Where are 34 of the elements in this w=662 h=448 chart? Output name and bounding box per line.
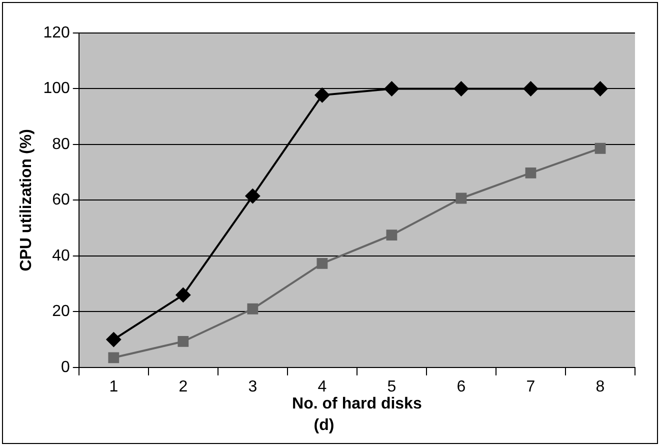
y-tick-label: 20	[52, 303, 70, 320]
x-tick-label: 5	[387, 378, 396, 396]
point	[247, 303, 258, 314]
point	[178, 336, 189, 347]
point	[456, 192, 467, 204]
point	[245, 188, 260, 204]
point	[592, 81, 608, 96]
x-tick-label: 6	[456, 378, 466, 396]
point	[386, 230, 398, 240]
y-tick-label: 0	[60, 358, 70, 376]
x-tick-label: 4	[318, 378, 327, 396]
point	[106, 332, 122, 348]
y-tick-label: 120	[43, 24, 70, 42]
x-axis-title: No. of hard disks	[292, 396, 422, 413]
x-tick-label: 1	[109, 378, 118, 396]
x-tick-label: 8	[596, 378, 605, 396]
x-tick-label: 2	[178, 378, 188, 396]
point	[108, 352, 120, 364]
point	[594, 142, 606, 154]
point	[523, 81, 538, 96]
y-tick-label: 40	[52, 247, 70, 264]
y-tick-label: 80	[52, 136, 70, 153]
point	[176, 287, 191, 302]
y-axis-title: CPU utilization (%)	[18, 129, 36, 272]
y-tick-label: 60	[52, 192, 70, 209]
y-tick-label: 100	[43, 80, 70, 98]
point	[316, 258, 328, 269]
point	[525, 167, 536, 178]
point	[454, 81, 469, 96]
point	[384, 81, 400, 96]
x-tick-label: 3	[248, 378, 258, 396]
point	[314, 88, 330, 103]
text: (d)	[314, 416, 334, 434]
x-tick-label: 7	[526, 378, 536, 396]
